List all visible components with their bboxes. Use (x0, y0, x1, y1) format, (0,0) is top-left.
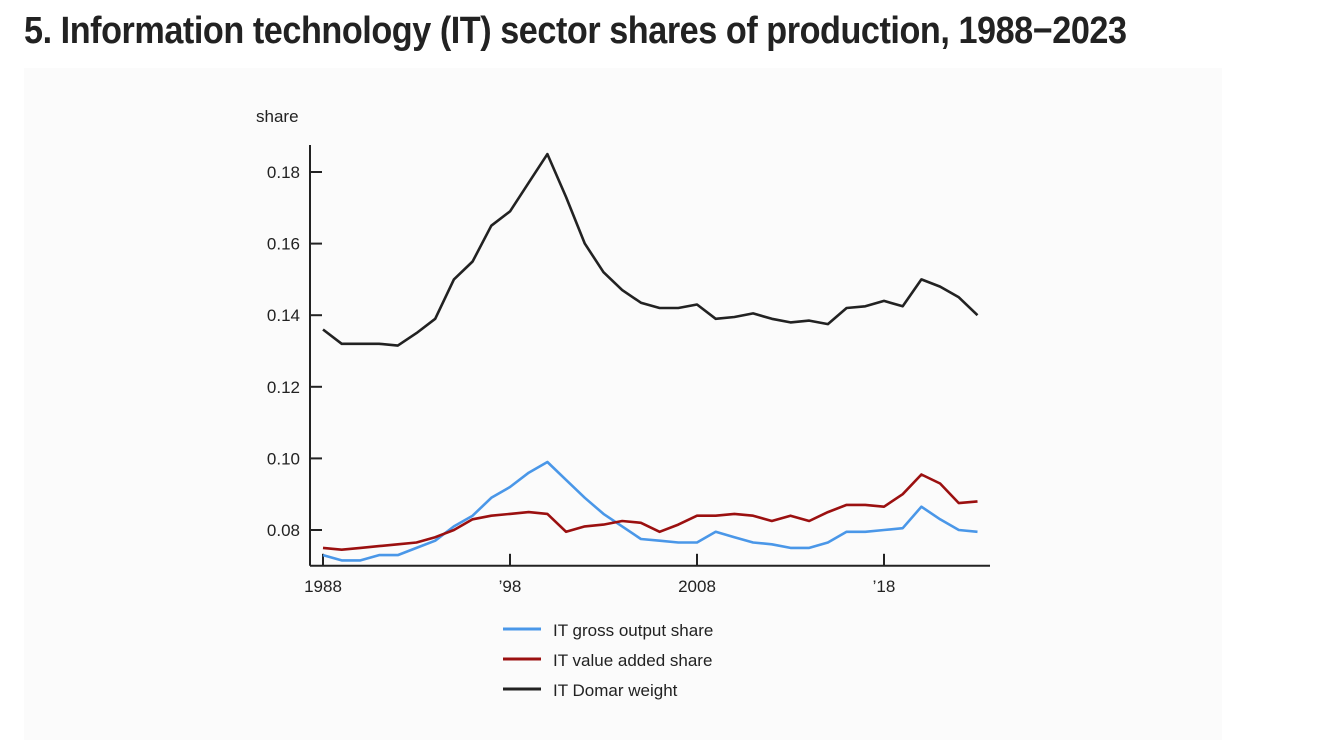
y-tick-label: 0.14 (267, 306, 300, 325)
x-tick-label: ’98 (499, 577, 522, 596)
axes: 0.08 0.10 0.12 0.14 0.16 0.18 1988 ’98 2008 ’18 (267, 145, 990, 596)
y-tick-label: 0.18 (267, 163, 300, 182)
chart-panel (24, 68, 1222, 740)
x-tick-label: 2008 (678, 577, 716, 596)
chart-title: 5. Information technology (IT) sector sh… (24, 10, 1127, 52)
series-lines (322, 152, 979, 562)
y-tick-label: 0.12 (267, 378, 300, 397)
legend-label: IT gross output share (553, 621, 713, 640)
y-axis-label: share (256, 107, 299, 126)
series-line-0 (322, 460, 978, 562)
y-tick-label: 0.10 (267, 449, 300, 468)
legend: IT gross output share IT value added shar… (503, 621, 713, 700)
legend-label: IT value added share (553, 651, 712, 670)
x-tick-label: ’18 (873, 577, 896, 596)
legend-label: IT Domar weight (553, 681, 678, 700)
y-tick-label: 0.16 (267, 235, 300, 254)
y-tick-label: 0.08 (267, 521, 300, 540)
series-line-1 (322, 473, 978, 552)
x-tick-label: 1988 (304, 577, 342, 596)
series-line-2 (322, 152, 979, 347)
